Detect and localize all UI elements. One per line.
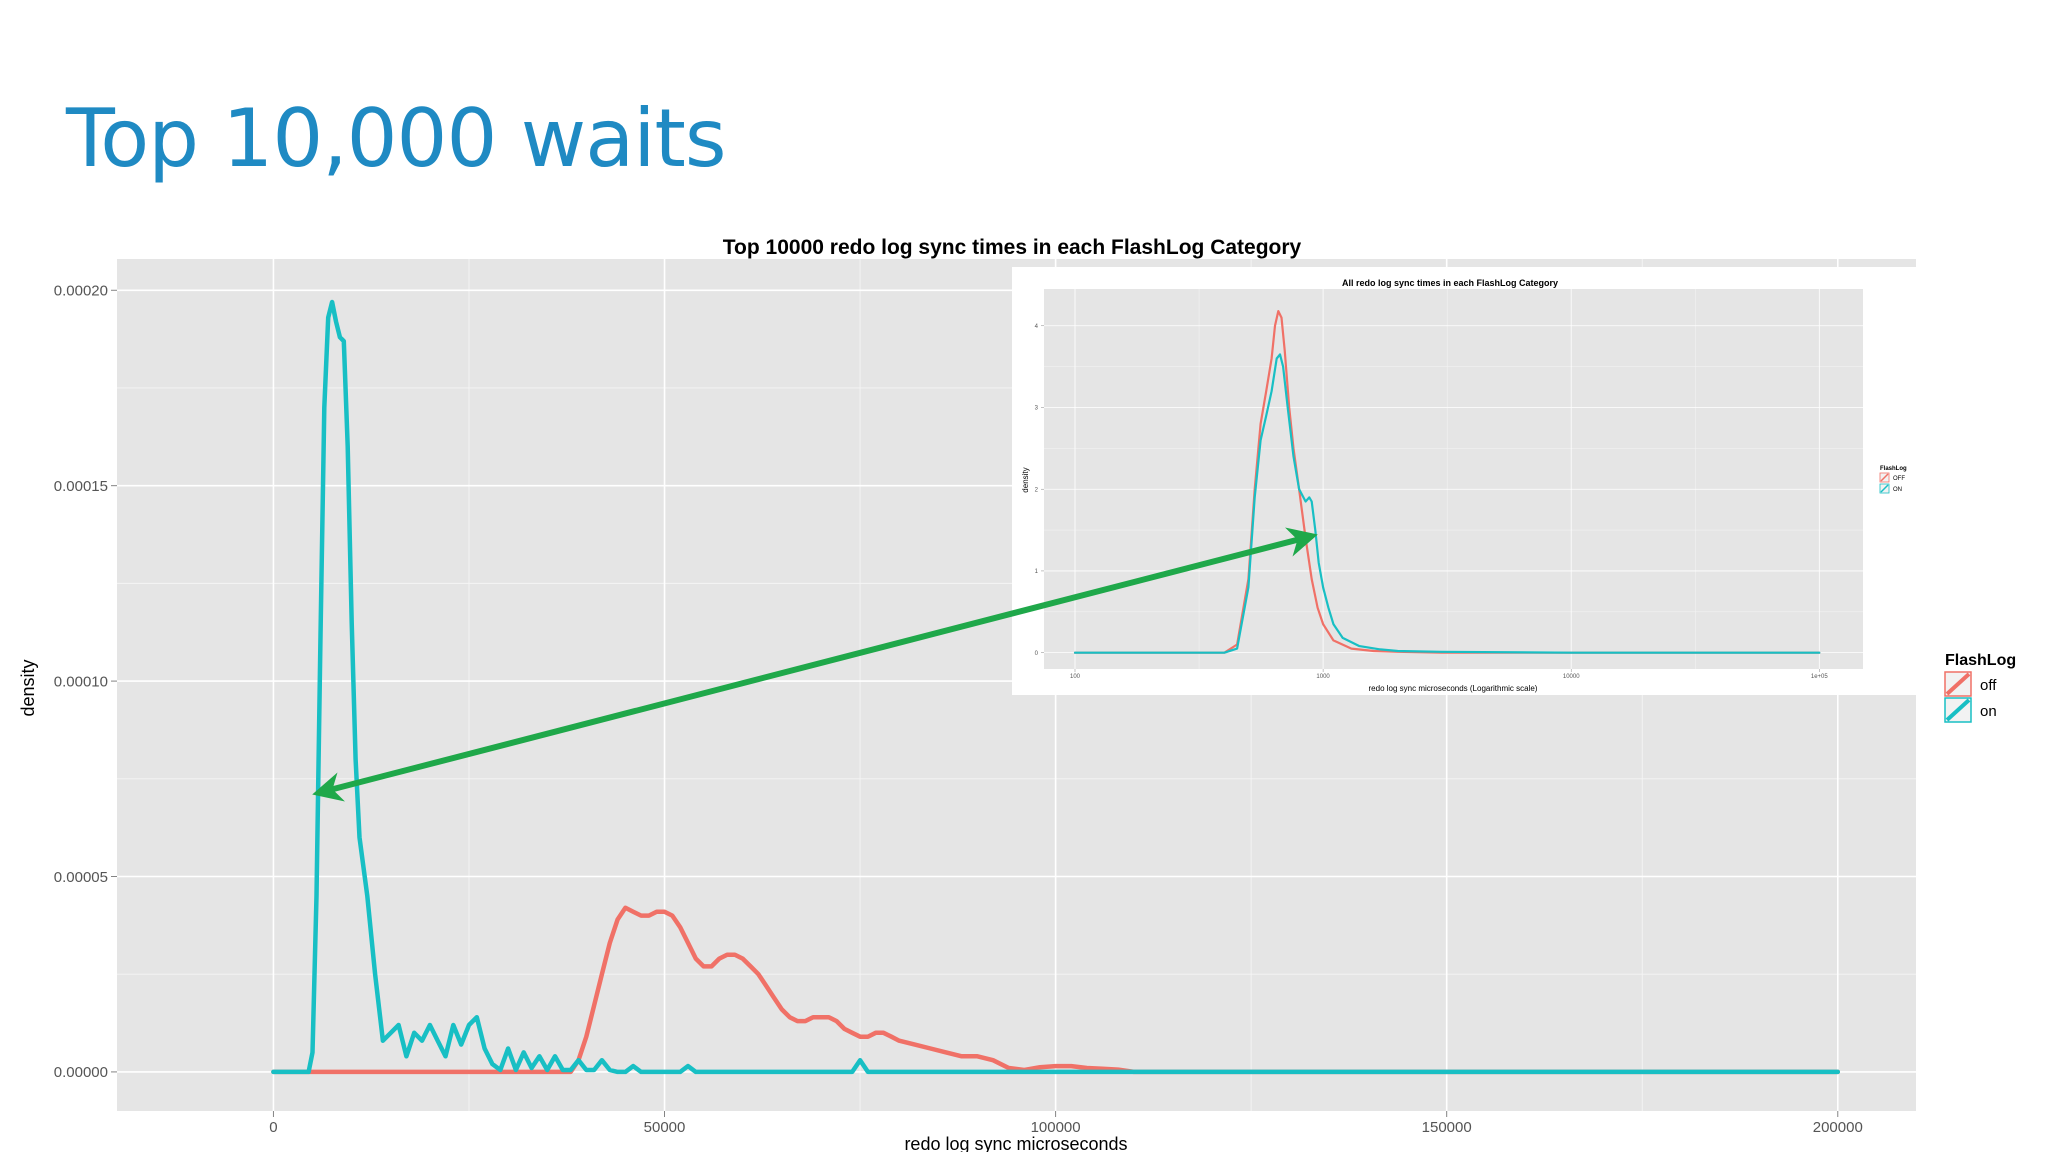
inset-y-axis-label: density [1021, 467, 1030, 492]
main-legend-swatch-on [1945, 698, 1971, 722]
x-tick-label: 1e+05 [1811, 674, 1829, 680]
inset-legend: FlashLog OFF ON [1879, 466, 1907, 494]
main-y-axis-label: density [18, 659, 38, 716]
inset-legend-label-on: ON [1893, 487, 1902, 493]
main-x-axis-ticks: 0 50000 100000 150000 200000 [269, 1111, 1863, 1136]
inset-legend-label-off: OFF [1893, 476, 1905, 482]
inset-legend-swatch-off [1880, 473, 1889, 482]
y-tick-label: 0.00020 [54, 283, 108, 300]
slide-title: Top 10,000 waits [66, 92, 727, 185]
main-y-axis-ticks: 0.00000 0.00005 0.00010 0.00015 0.00020 [54, 283, 117, 1081]
inset-gridlines [1044, 289, 1863, 669]
main-legend-label-on: on [1980, 703, 1997, 720]
x-tick-label: 100000 [1031, 1119, 1081, 1136]
inset-series-lines [1073, 310, 1821, 654]
y-tick-label: 0.00010 [54, 673, 108, 690]
inset-legend-title: FlashLog [1880, 466, 1907, 472]
y-tick-label: 4 [1035, 324, 1039, 330]
main-series-lines [271, 299, 1841, 1075]
main-legend-swatch-off [1945, 672, 1971, 696]
x-tick-label: 0 [269, 1119, 277, 1136]
inset-chart: All redo log sync times in each FlashLog… [1012, 267, 1916, 695]
y-tick-label: 0.00015 [54, 478, 108, 495]
main-legend: FlashLog off on [1944, 652, 2016, 723]
x-tick-label: 10000 [1563, 674, 1580, 680]
series-line-on [1073, 353, 1821, 654]
inset-x-axis-label: redo log sync microseconds (Logarithmic … [1369, 684, 1538, 693]
x-tick-label: 50000 [644, 1119, 686, 1136]
x-tick-label: 200000 [1813, 1119, 1863, 1136]
y-tick-label: 2 [1035, 487, 1039, 493]
y-tick-label: 3 [1035, 406, 1039, 412]
main-legend-title: FlashLog [1945, 652, 2016, 669]
inset-legend-swatch-on [1880, 484, 1889, 493]
annotation-double-arrow [312, 527, 1318, 802]
series-line-off [271, 905, 1841, 1075]
main-x-axis-label: redo log sync microseconds [904, 1134, 1127, 1152]
y-tick-label: 0.00000 [54, 1064, 108, 1081]
main-chart-title: Top 10000 redo log sync times in each Fl… [723, 236, 1302, 259]
x-tick-label: 1000 [1316, 674, 1330, 680]
inset-chart-title: All redo log sync times in each FlashLog… [1342, 278, 1558, 288]
main-legend-label-off: off [1980, 677, 1997, 694]
x-tick-label: 100 [1070, 674, 1081, 680]
y-tick-label: 0.00005 [54, 869, 108, 886]
series-line-on [271, 299, 1841, 1075]
x-tick-label: 150000 [1422, 1119, 1472, 1136]
